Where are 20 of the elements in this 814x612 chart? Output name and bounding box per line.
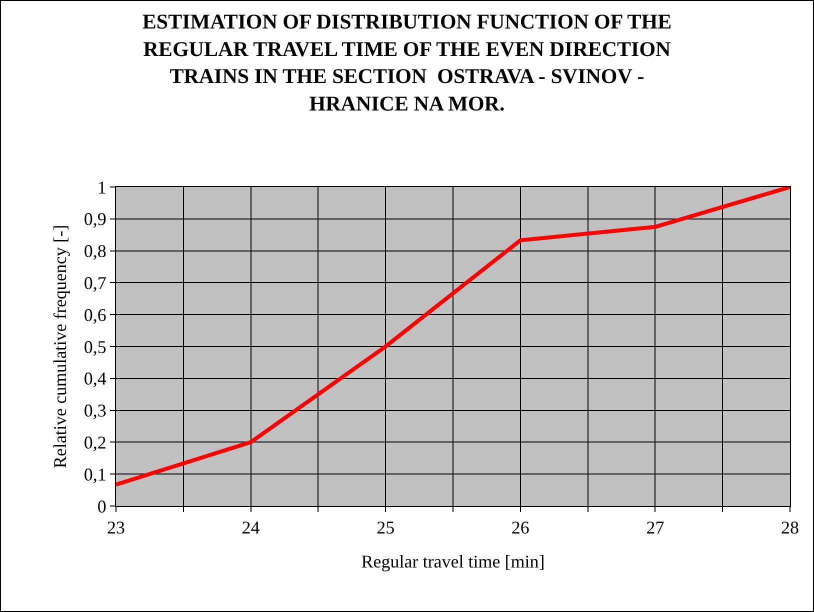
- y-tick-label: 0,9: [84, 209, 106, 230]
- y-tick-label: 0,3: [84, 400, 106, 421]
- x-tick-label: 23: [107, 518, 125, 538]
- x-tick-label: 25: [376, 518, 395, 538]
- y-tick-label: 0,1: [84, 464, 106, 484]
- x-tick-label: 27: [646, 518, 664, 538]
- y-tick-label: 0: [97, 496, 106, 516]
- y-tick-label: 0,5: [84, 336, 106, 357]
- x-tick-label: 28: [781, 518, 799, 538]
- x-axis-title: Regular travel time [min]: [361, 552, 545, 572]
- y-tick-label: 0,4: [84, 368, 106, 389]
- y-axis-title: Relative cumulative frequency [-]: [50, 224, 70, 468]
- y-tick-label: 0,2: [84, 432, 106, 452]
- chart-title: ESTIMATION OF DISTRIBUTION FUNCTION OF THE REGULAR TRAVEL TIME OF THE EVEN DIRECTION TRAINS IN THE SECTION OSTRAVA - SVINOV - HRANICE NA MOR.: [142, 9, 672, 116]
- x-tick-label: 24: [242, 518, 260, 538]
- y-tick-label: 0,7: [84, 273, 106, 293]
- y-tick-label: 0,8: [84, 241, 106, 262]
- y-tick-label: 0,6: [84, 304, 106, 325]
- x-tick-label: 26: [511, 518, 530, 538]
- y-tick-label: 1: [97, 177, 106, 198]
